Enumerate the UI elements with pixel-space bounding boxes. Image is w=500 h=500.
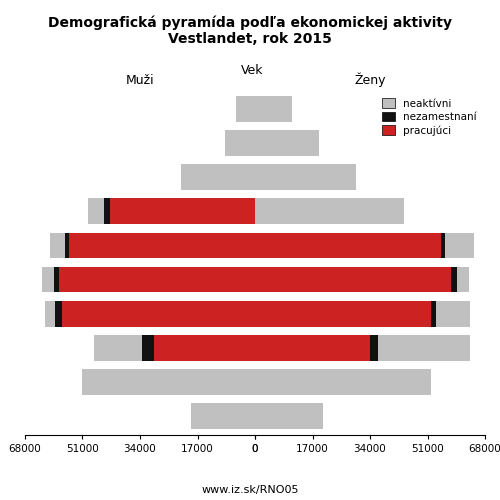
Bar — [255, 404, 322, 429]
Bar — [65, 232, 255, 258]
Bar — [180, 164, 255, 190]
Bar — [50, 232, 255, 258]
Bar — [46, 301, 255, 326]
Bar — [255, 232, 474, 258]
Bar — [94, 335, 255, 360]
Bar — [236, 96, 255, 122]
Bar — [255, 301, 470, 326]
Bar — [255, 232, 445, 258]
Bar — [255, 369, 431, 395]
Bar — [255, 335, 470, 360]
Bar — [224, 130, 255, 156]
Bar — [255, 267, 469, 292]
Bar — [255, 130, 320, 156]
Bar — [110, 198, 255, 224]
Bar — [88, 198, 255, 224]
Bar — [154, 335, 255, 360]
Title: Ženy: Ženy — [354, 73, 386, 88]
Text: Vek: Vek — [241, 64, 264, 78]
Bar — [69, 232, 255, 258]
Bar — [255, 301, 431, 326]
Text: www.iz.sk/RNO05: www.iz.sk/RNO05 — [201, 485, 299, 495]
Bar — [255, 164, 356, 190]
Bar — [255, 267, 458, 292]
Bar — [255, 335, 370, 360]
Bar — [255, 96, 292, 122]
Bar — [59, 267, 255, 292]
Bar — [142, 335, 255, 360]
Bar — [54, 267, 255, 292]
Bar — [190, 404, 255, 429]
Title: Muži: Muži — [126, 74, 154, 88]
Bar — [82, 369, 255, 395]
Bar — [255, 267, 451, 292]
Bar — [255, 335, 378, 360]
Bar — [255, 232, 441, 258]
Bar — [62, 301, 255, 326]
Bar — [56, 301, 255, 326]
Bar — [255, 301, 436, 326]
Text: Demografická pyramída podľa ekonomickej aktivity
Vestlandet, rok 2015: Demografická pyramída podľa ekonomickej … — [48, 15, 452, 46]
Legend: neaktívni, nezamestnaní, pracujúci: neaktívni, nezamestnaní, pracujúci — [379, 95, 480, 138]
Bar — [42, 267, 255, 292]
Bar — [104, 198, 255, 224]
Bar — [255, 198, 404, 224]
